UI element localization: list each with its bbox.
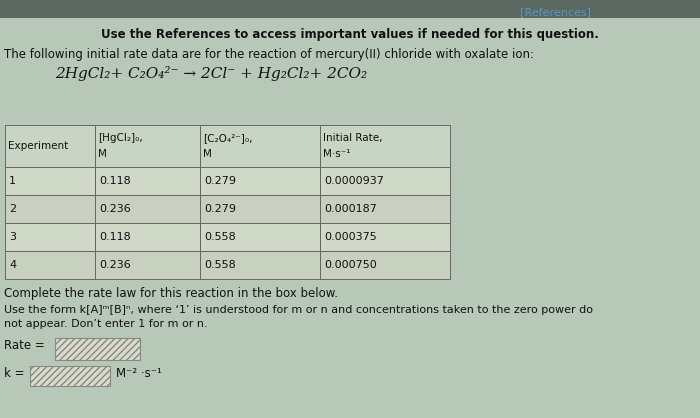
Text: M: M [203,149,212,159]
Text: Complete the rate law for this reaction in the box below.: Complete the rate law for this reaction … [4,287,338,300]
Text: 0.279: 0.279 [204,204,236,214]
Bar [320,195,450,223]
Text: [References]: [References] [520,7,591,17]
Bar [95,167,200,195]
Text: 2: 2 [9,204,16,214]
Bar [200,195,320,223]
Bar [95,251,200,279]
Text: 0.558: 0.558 [204,232,236,242]
Text: 0.0000937: 0.0000937 [324,176,384,186]
Text: 0.000750: 0.000750 [324,260,377,270]
Text: [C₂O₄²⁻]₀,: [C₂O₄²⁻]₀, [203,133,253,143]
Bar [5,167,95,195]
Text: 0.279: 0.279 [204,176,236,186]
Text: 1: 1 [9,176,16,186]
Bar [320,125,450,167]
Text: Initial Rate,: Initial Rate, [323,133,382,143]
Bar [5,223,95,251]
Bar [320,251,450,279]
Text: 3: 3 [9,232,16,242]
Bar [30,366,110,386]
Text: The following initial rate data are for the reaction of mercury(II) chloride wit: The following initial rate data are for … [4,48,534,61]
Text: 4: 4 [9,260,16,270]
Bar [95,195,200,223]
Text: 0.000187: 0.000187 [324,204,377,214]
Bar [200,125,320,167]
Bar [320,167,450,195]
Bar [5,195,95,223]
Bar [200,251,320,279]
Text: 0.118: 0.118 [99,232,131,242]
Text: k =: k = [4,367,25,380]
Text: not appear. Don’t enter 1 for m or n.: not appear. Don’t enter 1 for m or n. [4,319,208,329]
Text: Rate =: Rate = [4,339,45,352]
Bar [5,251,95,279]
Text: M·s⁻¹: M·s⁻¹ [323,149,351,159]
Text: Experiment: Experiment [8,141,69,151]
Text: 0.000375: 0.000375 [324,232,377,242]
Text: [HgCl₂]₀,: [HgCl₂]₀, [98,133,143,143]
Text: 2HgCl₂+ C₂O₄²⁻ → 2Cl⁻ + Hg₂Cl₂+ 2CO₂: 2HgCl₂+ C₂O₄²⁻ → 2Cl⁻ + Hg₂Cl₂+ 2CO₂ [55,66,367,81]
Bar [200,167,320,195]
Bar [95,125,200,167]
Text: M⁻² ·s⁻¹: M⁻² ·s⁻¹ [116,367,162,380]
Bar [5,125,95,167]
Text: Use the References to access important values if needed for this question.: Use the References to access important v… [101,28,599,41]
Bar [320,223,450,251]
Bar [95,223,200,251]
Text: Use the form k[A]ᵐ[B]ⁿ, where ‘1’ is understood for m or n and concentrations ta: Use the form k[A]ᵐ[B]ⁿ, where ‘1’ is und… [4,305,593,315]
Bar [55,338,140,360]
Text: 0.558: 0.558 [204,260,236,270]
Text: 0.118: 0.118 [99,176,131,186]
Bar [0,0,700,18]
Text: M: M [98,149,107,159]
Text: 0.236: 0.236 [99,204,131,214]
Text: 0.236: 0.236 [99,260,131,270]
Bar [200,223,320,251]
